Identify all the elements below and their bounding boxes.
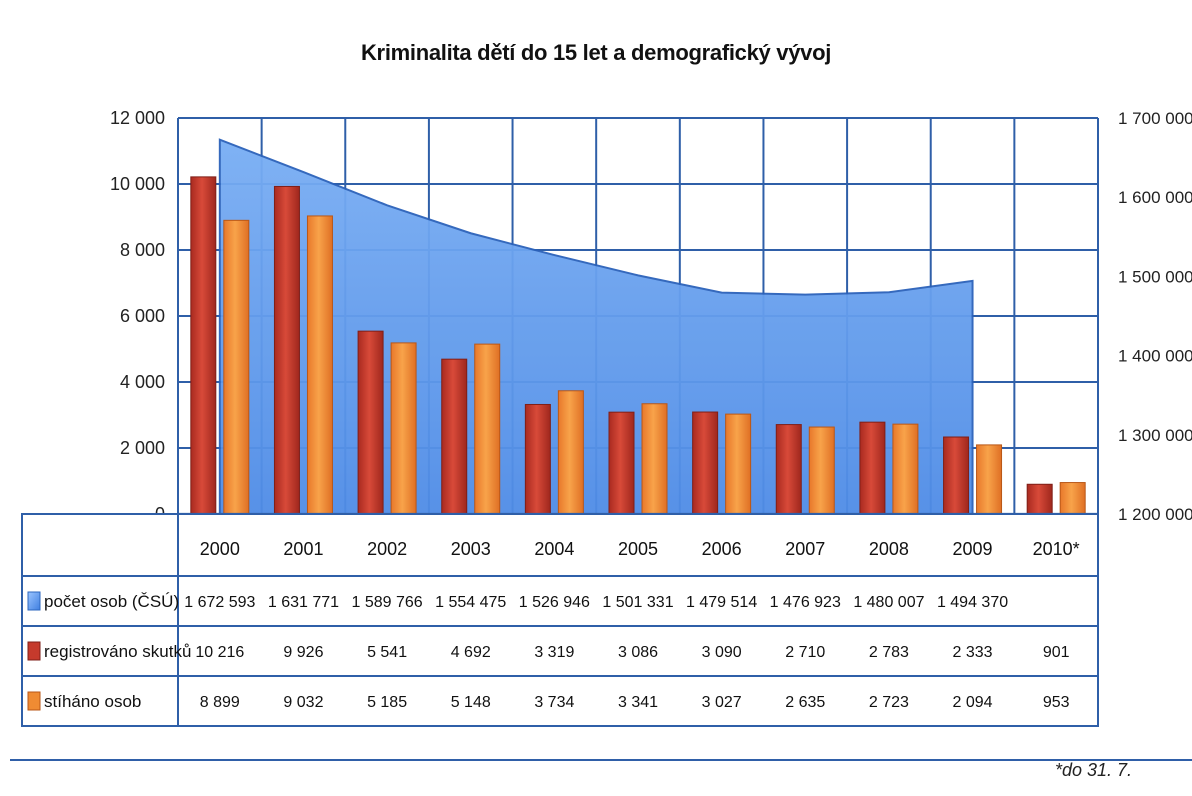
table-cell-value: 1 526 946	[519, 594, 590, 611]
category-label: 2009	[953, 539, 993, 559]
left-axis-tick-label: 12 000	[110, 108, 165, 128]
table-cell-value: 8 899	[200, 694, 240, 711]
registered-bar	[859, 421, 886, 515]
table-cell-value: 5 148	[451, 694, 491, 711]
table-cell-value: 1 501 331	[602, 594, 673, 611]
category-label: 2010*	[1033, 539, 1080, 559]
table-cell-value: 1 476 923	[770, 594, 841, 611]
table-cell-value: 3 734	[534, 694, 574, 711]
table-cell-value: 9 926	[283, 644, 323, 661]
left-axis-tick-label: 4 000	[120, 372, 165, 392]
data-table-frame	[21, 513, 1099, 727]
table-cell-value: 10 216	[195, 644, 244, 661]
prosecuted-bar	[892, 423, 919, 515]
right-axis-tick-label: 1 400 000	[1118, 347, 1192, 366]
table-cell-value: 9 032	[283, 694, 323, 711]
table-cell-value: 3 027	[702, 694, 742, 711]
registered-bar	[943, 436, 970, 515]
table-cell-value: 1 480 007	[853, 594, 924, 611]
chart-title: Kriminalita dětí do 15 let a demografick…	[360, 40, 832, 65]
right-axis-tick-label: 1 200 000	[1118, 505, 1192, 524]
series-legend-label: registrováno skutků	[44, 642, 191, 661]
prosecuted-bar	[390, 342, 417, 515]
table-layer: 2000 2001 2002 2003 2004 2005 2006 2007 2008 2009…	[10, 513, 1192, 761]
table-cell-value: 1 494 370	[937, 594, 1008, 611]
prosecuted-bar	[976, 444, 1003, 515]
registered-bar	[357, 330, 384, 515]
table-cell-value: 2 635	[785, 694, 825, 711]
prosecuted-bar	[725, 413, 752, 515]
prosecuted-bar	[641, 403, 668, 515]
registered-bar	[190, 176, 217, 515]
table-cell-value: 2 333	[953, 644, 993, 661]
registered-bar	[1026, 483, 1053, 515]
prosecuted-bar	[223, 219, 250, 515]
registered-legend-icon	[27, 641, 41, 661]
registered-bar	[775, 424, 802, 515]
table-cell-value: 4 692	[451, 644, 491, 661]
category-label: 2006	[702, 539, 742, 559]
category-label: 2004	[534, 539, 574, 559]
registered-bar	[441, 358, 468, 515]
registered-bar	[273, 185, 300, 515]
left-axis-tick-label: 8 000	[120, 240, 165, 260]
series-legend-label: počet osob (ČSÚ)	[44, 592, 179, 611]
table-cell-value: 3 090	[702, 644, 742, 661]
right-axis-tick-label: 1 600 000	[1118, 188, 1192, 207]
table-cell-value: 901	[1043, 644, 1070, 661]
table-cell-value: 5 185	[367, 694, 407, 711]
category-label: 2000	[200, 539, 240, 559]
chart-footnote: *do 31. 7.	[1054, 760, 1132, 780]
table-cell-value: 1 479 514	[686, 594, 757, 611]
table-cell-value: 2 094	[953, 694, 993, 711]
prosecuted-legend-icon	[27, 691, 41, 711]
category-label: 2005	[618, 539, 658, 559]
left-axis-tick-label: 2 000	[120, 438, 165, 458]
table-cell-value: 1 554 475	[435, 594, 506, 611]
prosecuted-bar	[557, 390, 584, 515]
registered-bar	[608, 411, 635, 515]
right-axis-tick-label: 1 300 000	[1118, 426, 1192, 445]
right-axis-tick-label: 1 500 000	[1118, 267, 1192, 286]
table-cell-value: 2 710	[785, 644, 825, 661]
table-cell-value: 2 783	[869, 644, 909, 661]
bar-layer	[190, 176, 1086, 515]
registered-bar	[524, 403, 551, 515]
prosecuted-bar	[1059, 482, 1086, 515]
category-label: 2002	[367, 539, 407, 559]
prosecuted-bar	[474, 343, 501, 515]
table-cell-value: 1 672 593	[184, 594, 255, 611]
category-label: 2003	[451, 539, 491, 559]
prosecuted-bar	[808, 426, 835, 515]
table-cell-value: 1 589 766	[351, 594, 422, 611]
table-cell-value: 953	[1043, 694, 1070, 711]
series-legend-label: stíháno osob	[44, 692, 141, 711]
left-axis-tick-label: 6 000	[120, 306, 165, 326]
left-axis-tick-label: 10 000	[110, 174, 165, 194]
category-label: 2007	[785, 539, 825, 559]
registered-bar	[692, 411, 719, 515]
table-cell-value: 1 631 771	[268, 594, 339, 611]
table-cell-value: 2 723	[869, 694, 909, 711]
category-label: 2001	[283, 539, 323, 559]
population-legend-icon	[27, 591, 41, 611]
table-cell-value: 3 086	[618, 644, 658, 661]
table-cell-value: 3 341	[618, 694, 658, 711]
prosecuted-bar	[306, 215, 333, 515]
right-axis-tick-label: 1 700 000	[1118, 109, 1192, 128]
category-label: 2008	[869, 539, 909, 559]
table-cell-value: 3 319	[534, 644, 574, 661]
table-cell-value: 5 541	[367, 644, 407, 661]
